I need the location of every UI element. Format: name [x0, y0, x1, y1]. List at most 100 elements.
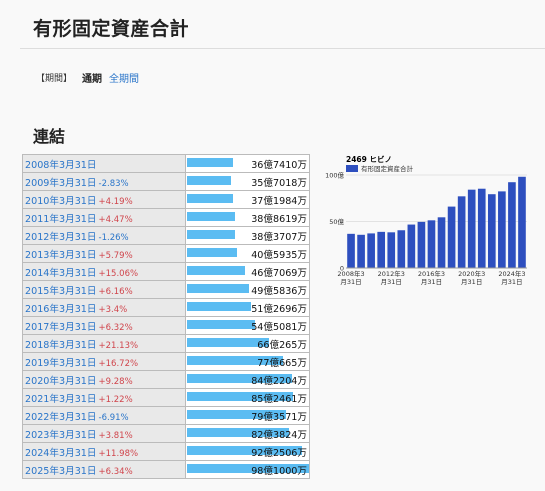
- value-cell: 49億5836万: [184, 280, 311, 299]
- section-title: 連結: [33, 127, 66, 146]
- table-row: 2014年3月31日 +15.06% 46億7069万: [22, 262, 311, 281]
- date-link[interactable]: 2021年3月31日: [25, 393, 97, 405]
- value-cell: 51億2696万: [184, 298, 311, 317]
- date-link[interactable]: 2024年3月31日: [25, 447, 97, 459]
- period-current: 通期: [82, 74, 103, 85]
- value-cell: 40億5935万: [184, 244, 311, 263]
- change-percent: +4.47%: [98, 214, 133, 225]
- x-tick-label: 2008年3: [337, 269, 364, 278]
- table-row: 2020年3月31日 +9.28% 84億2204万: [22, 370, 311, 389]
- x-tick-label: 2020年3: [458, 269, 485, 278]
- change-percent: +9.28%: [98, 376, 133, 387]
- value-bar: [186, 338, 269, 347]
- value-text: 49億5836万: [251, 286, 307, 297]
- y-tick-label: 50億: [329, 217, 344, 226]
- value-cell: 38億8619万: [184, 208, 311, 227]
- value-cell: 46億7069万: [184, 262, 311, 281]
- date-link[interactable]: 2009年3月31日: [25, 177, 97, 189]
- table-row: 2025年3月31日 +6.34% 98億1000万: [22, 460, 311, 479]
- date-link[interactable]: 2023年3月31日: [25, 429, 97, 441]
- date-link[interactable]: 2020年3月31日: [25, 375, 97, 387]
- date-link[interactable]: 2025年3月31日: [25, 465, 97, 477]
- period-label: 【期間】: [36, 74, 73, 84]
- date-link[interactable]: 2018年3月31日: [25, 339, 97, 351]
- date-cell: 2011年3月31日 +4.47%: [22, 208, 186, 227]
- date-cell: 2015年3月31日 +6.16%: [22, 280, 186, 299]
- value-cell: 35億7018万: [184, 172, 311, 191]
- value-bar: [186, 392, 293, 401]
- x-tick-label: 月31日: [461, 278, 482, 286]
- value-text: 51億2696万: [251, 304, 307, 315]
- date-cell: 2024年3月31日 +11.98%: [22, 442, 186, 461]
- value-text: 84億2204万: [251, 376, 307, 387]
- change-percent: +16.72%: [98, 358, 139, 369]
- date-link[interactable]: 2010年3月31日: [25, 195, 97, 207]
- y-tick-label: 0: [340, 265, 344, 273]
- change-percent: +3.81%: [98, 430, 133, 441]
- date-link[interactable]: 2013年3月31日: [25, 249, 97, 261]
- value-cell: 66億265万: [184, 334, 311, 353]
- date-cell: 2008年3月31日: [22, 154, 186, 173]
- change-percent: +6.32%: [98, 322, 133, 333]
- value-bar: [186, 374, 292, 383]
- date-cell: 2013年3月31日 +5.79%: [22, 244, 186, 263]
- table-row: 2021年3月31日 +1.22% 85億2461万: [22, 388, 311, 407]
- date-link[interactable]: 2014年3月31日: [25, 267, 97, 279]
- value-bar: [186, 464, 309, 473]
- chart-bar: [367, 233, 375, 268]
- date-cell: 2022年3月31日 -6.91%: [22, 406, 186, 425]
- value-text: 38億8619万: [251, 214, 307, 225]
- date-link[interactable]: 2016年3月31日: [25, 303, 97, 315]
- date-cell: 2018年3月31日 +21.13%: [22, 334, 186, 353]
- value-bar: [186, 212, 235, 221]
- data-table: 2008年3月31日 36億7410万 2009年3月31日 -2.83% 35億701…: [22, 154, 311, 479]
- chart-bar: [467, 189, 476, 268]
- value-cell: 77億665万: [184, 352, 311, 371]
- chart-bar: [357, 234, 365, 268]
- change-percent: -1.26%: [98, 232, 129, 243]
- date-link[interactable]: 2008年3月31日: [25, 159, 97, 171]
- divider: [20, 48, 545, 49]
- chart-bar: [387, 232, 396, 268]
- value-cell: 92億2506万: [184, 442, 311, 461]
- page-title: 有形固定資産合計: [33, 18, 190, 40]
- change-percent: -6.91%: [98, 412, 129, 423]
- value-cell: 36億7410万: [184, 154, 311, 173]
- chart-bar: [377, 231, 386, 268]
- date-cell: 2020年3月31日 +9.28%: [22, 370, 186, 389]
- x-tick-label: 月31日: [381, 278, 402, 286]
- change-percent: -2.83%: [98, 178, 129, 189]
- value-text: 85億2461万: [251, 394, 307, 405]
- period-all-link[interactable]: 全期間: [109, 74, 140, 85]
- chart-bar: [407, 224, 416, 268]
- date-cell: 2012年3月31日 -1.26%: [22, 226, 186, 245]
- x-tick-label: 月31日: [421, 278, 442, 286]
- date-cell: 2025年3月31日 +6.34%: [22, 460, 186, 479]
- value-text: 40億5935万: [251, 250, 307, 261]
- date-link[interactable]: 2012年3月31日: [25, 231, 97, 243]
- value-bar: [186, 266, 245, 275]
- chart: 2469 ヒビノ有形固定資産合計050億100億2008年3月31日2012年3…: [325, 154, 527, 286]
- value-text: 77億665万: [257, 358, 307, 369]
- change-percent: +6.34%: [98, 466, 133, 477]
- chart-bar: [447, 206, 456, 268]
- date-link[interactable]: 2022年3月31日: [25, 411, 97, 423]
- date-cell: 2021年3月31日 +1.22%: [22, 388, 186, 407]
- date-link[interactable]: 2019年3月31日: [25, 357, 97, 369]
- value-cell: 85億2461万: [184, 388, 311, 407]
- value-bar: [186, 230, 235, 239]
- value-text: 46億7069万: [251, 268, 307, 279]
- value-text: 38億3707万: [251, 232, 307, 243]
- date-link[interactable]: 2011年3月31日: [25, 213, 97, 225]
- value-cell: 84億2204万: [184, 370, 311, 389]
- value-cell: 82億3824万: [184, 424, 311, 443]
- value-text: 66億265万: [257, 340, 307, 351]
- date-cell: 2016年3月31日 +3.4%: [22, 298, 186, 317]
- value-bar: [186, 194, 233, 203]
- value-text: 54億5081万: [251, 322, 307, 333]
- value-cell: 79億3571万: [184, 406, 311, 425]
- date-link[interactable]: 2015年3月31日: [25, 285, 97, 297]
- date-link[interactable]: 2017年3月31日: [25, 321, 97, 333]
- value-bar: [186, 158, 233, 167]
- table-row: 2010年3月31日 +4.19% 37億1984万: [22, 190, 311, 209]
